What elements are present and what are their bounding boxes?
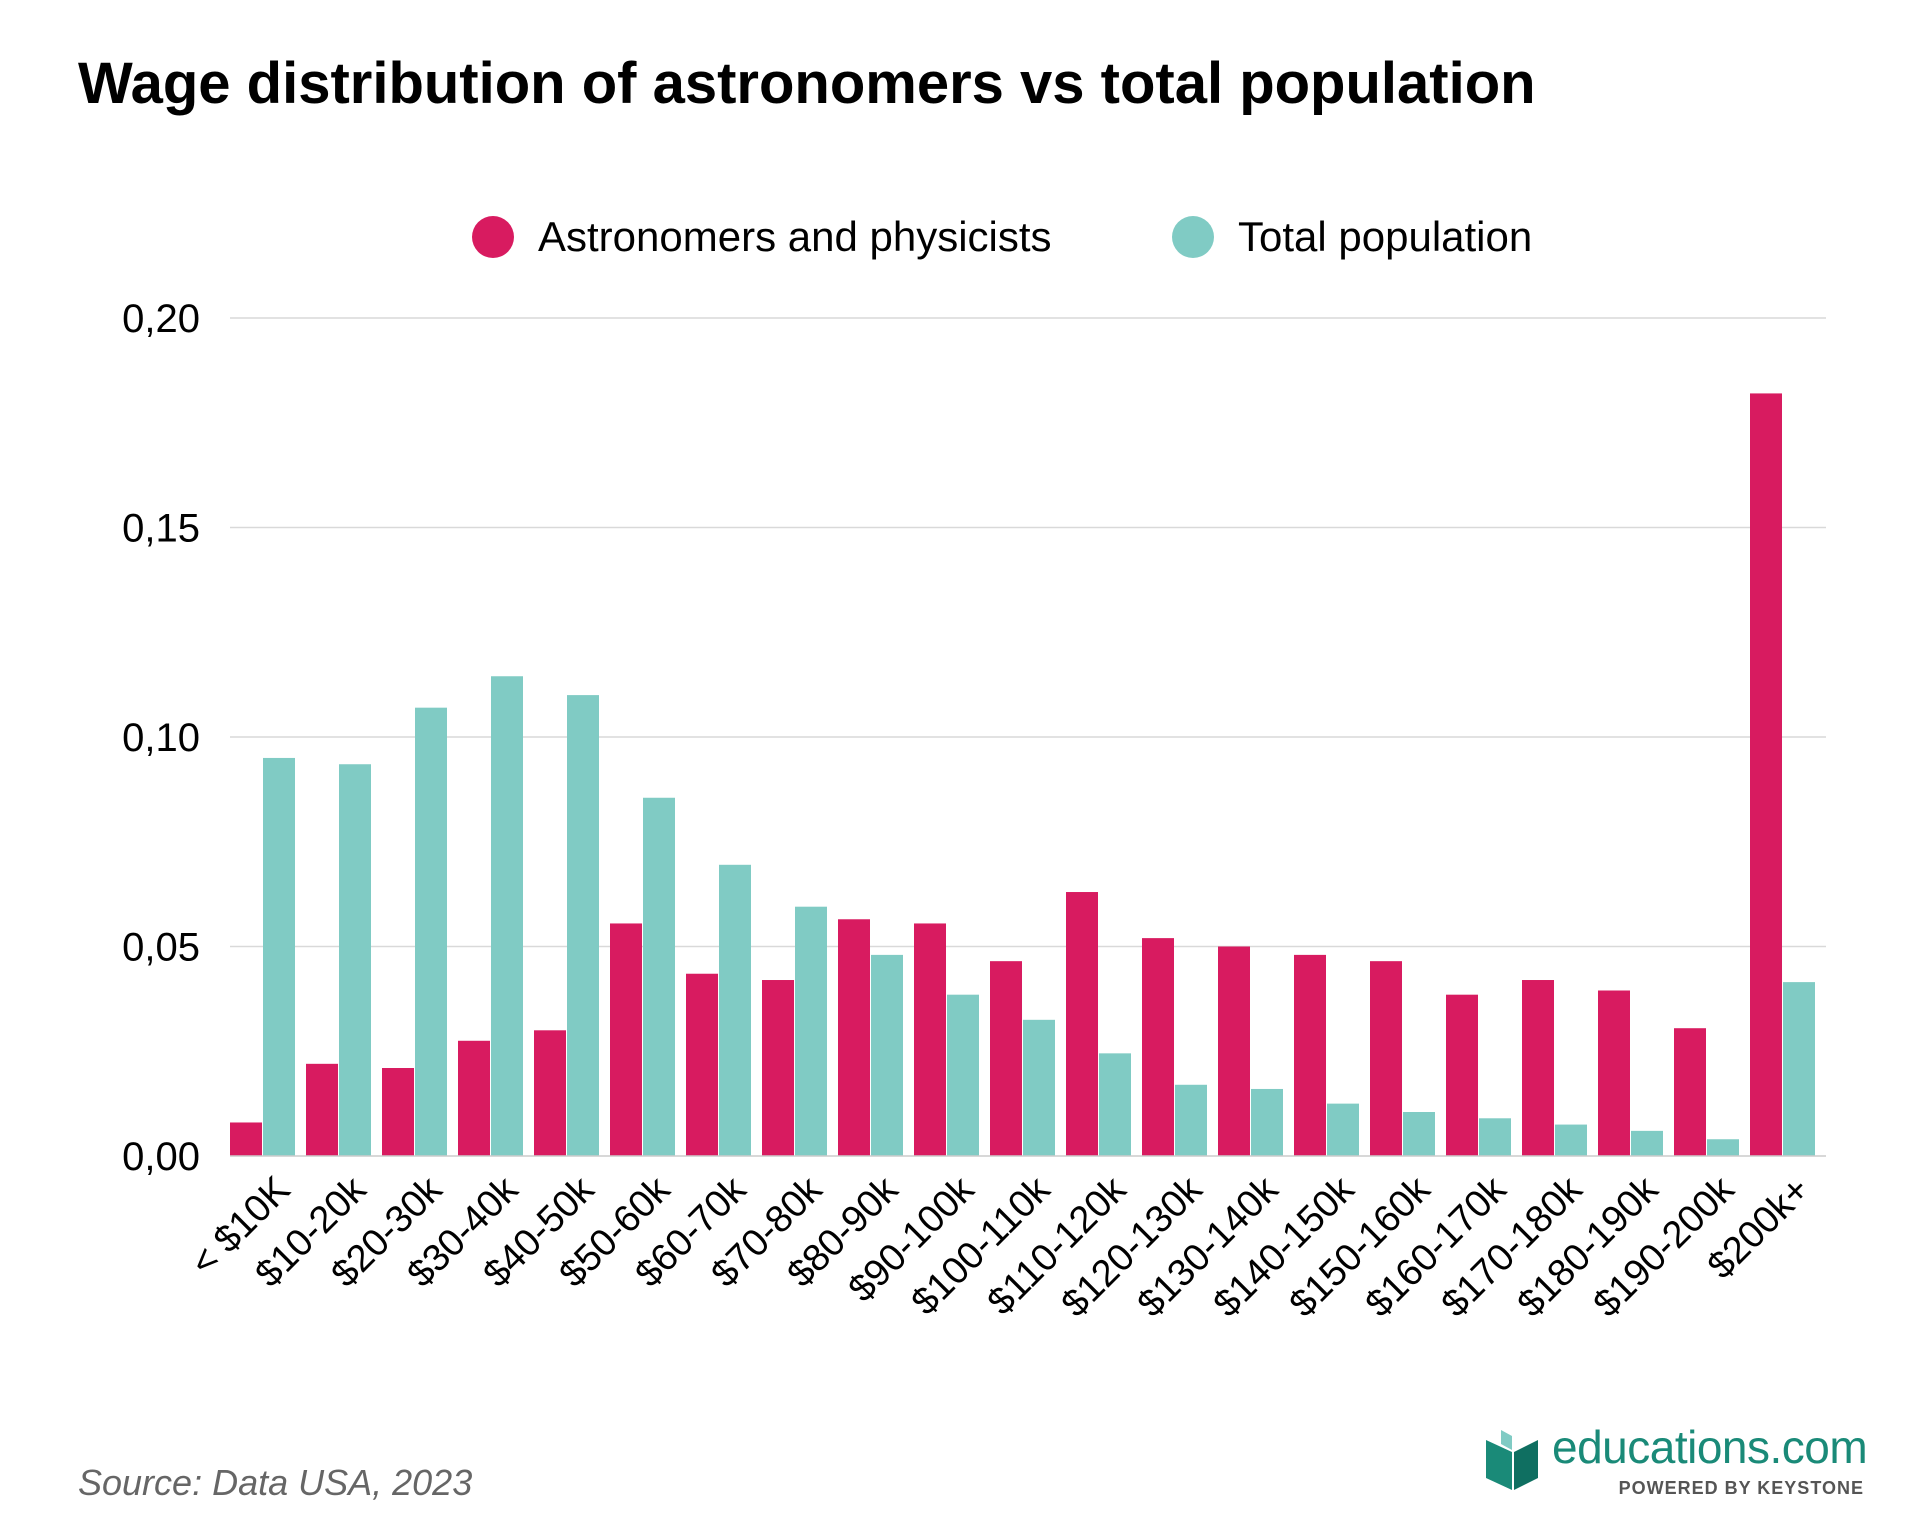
bar-total-population (1783, 982, 1815, 1156)
logo-wordmark: educations.com (1552, 1421, 1868, 1473)
bar-astronomers (1598, 990, 1630, 1156)
bar-astronomers (306, 1063, 338, 1156)
bar-total-population (1251, 1088, 1283, 1156)
bar-astronomers (1218, 946, 1250, 1156)
bar-total-population (415, 707, 447, 1156)
open-book-icon (1486, 1430, 1538, 1490)
bar-astronomers (1142, 938, 1174, 1156)
bar-total-population (1707, 1139, 1739, 1156)
bar-total-population (1479, 1118, 1511, 1156)
bar-astronomers (1370, 961, 1402, 1156)
bar-astronomers (1066, 892, 1098, 1156)
bar-total-population (339, 764, 371, 1156)
bar-total-population (1327, 1103, 1359, 1156)
legend-item-astronomers: Astronomers and physicists (472, 205, 1052, 269)
y-tick-label: 0,05 (122, 926, 200, 970)
chart-title: Wage distribution of astronomers vs tota… (78, 51, 1536, 116)
bar-total-population (643, 797, 675, 1156)
bar-total-population (1023, 1019, 1055, 1156)
bar-astronomers (1446, 994, 1478, 1156)
bar-total-population (1403, 1112, 1435, 1156)
chart-legend: Astronomers and physicists Total populat… (0, 205, 1920, 269)
legend-label-total-population: Total population (1238, 213, 1533, 260)
bar-astronomers (382, 1068, 414, 1156)
source-note: Source: Data USA, 2023 (78, 1462, 473, 1503)
bar-total-population (1555, 1124, 1587, 1156)
bar-astronomers (1750, 393, 1782, 1156)
bar-total-population (795, 906, 827, 1156)
bar-astronomers (534, 1030, 566, 1156)
bar-astronomers (762, 980, 794, 1156)
legend-swatch-astronomers (472, 216, 514, 258)
bar-total-population (1631, 1130, 1663, 1156)
y-tick-label: 0,15 (122, 507, 200, 551)
bar-astronomers (1294, 954, 1326, 1156)
legend-item-total-population: Total population (1172, 205, 1532, 269)
bar-total-population (567, 695, 599, 1156)
bar-total-population (1099, 1053, 1131, 1156)
bar-astronomers (686, 973, 718, 1156)
bar-total-population (947, 994, 979, 1156)
bar-total-population (871, 954, 903, 1156)
bar-total-population (491, 676, 523, 1156)
legend-swatch-total-population (1172, 216, 1214, 258)
bar-astronomers (458, 1040, 490, 1156)
bar-astronomers (990, 961, 1022, 1156)
bar-astronomers (610, 923, 642, 1156)
bar-total-population (719, 864, 751, 1156)
bar-astronomers (1522, 980, 1554, 1156)
bar-astronomers (914, 923, 946, 1156)
bar-total-population (1175, 1084, 1207, 1156)
legend-label-astronomers: Astronomers and physicists (538, 213, 1052, 260)
educations-logo: educations.com POWERED BY KEYSTONE (1484, 1418, 1868, 1508)
bar-astronomers (838, 919, 870, 1156)
bar-astronomers (1674, 1028, 1706, 1156)
y-tick-label: 0,00 (122, 1135, 200, 1179)
y-tick-label: 0,20 (122, 297, 200, 341)
y-tick-label: 0,10 (122, 716, 200, 760)
logo-tagline: POWERED BY KEYSTONE (1618, 1478, 1864, 1498)
bar-chart: 0,000,050,100,150,20< $10K$10-20k$20-30k… (122, 297, 1826, 1325)
bar-astronomers (230, 1122, 262, 1156)
bar-total-population (263, 757, 295, 1156)
